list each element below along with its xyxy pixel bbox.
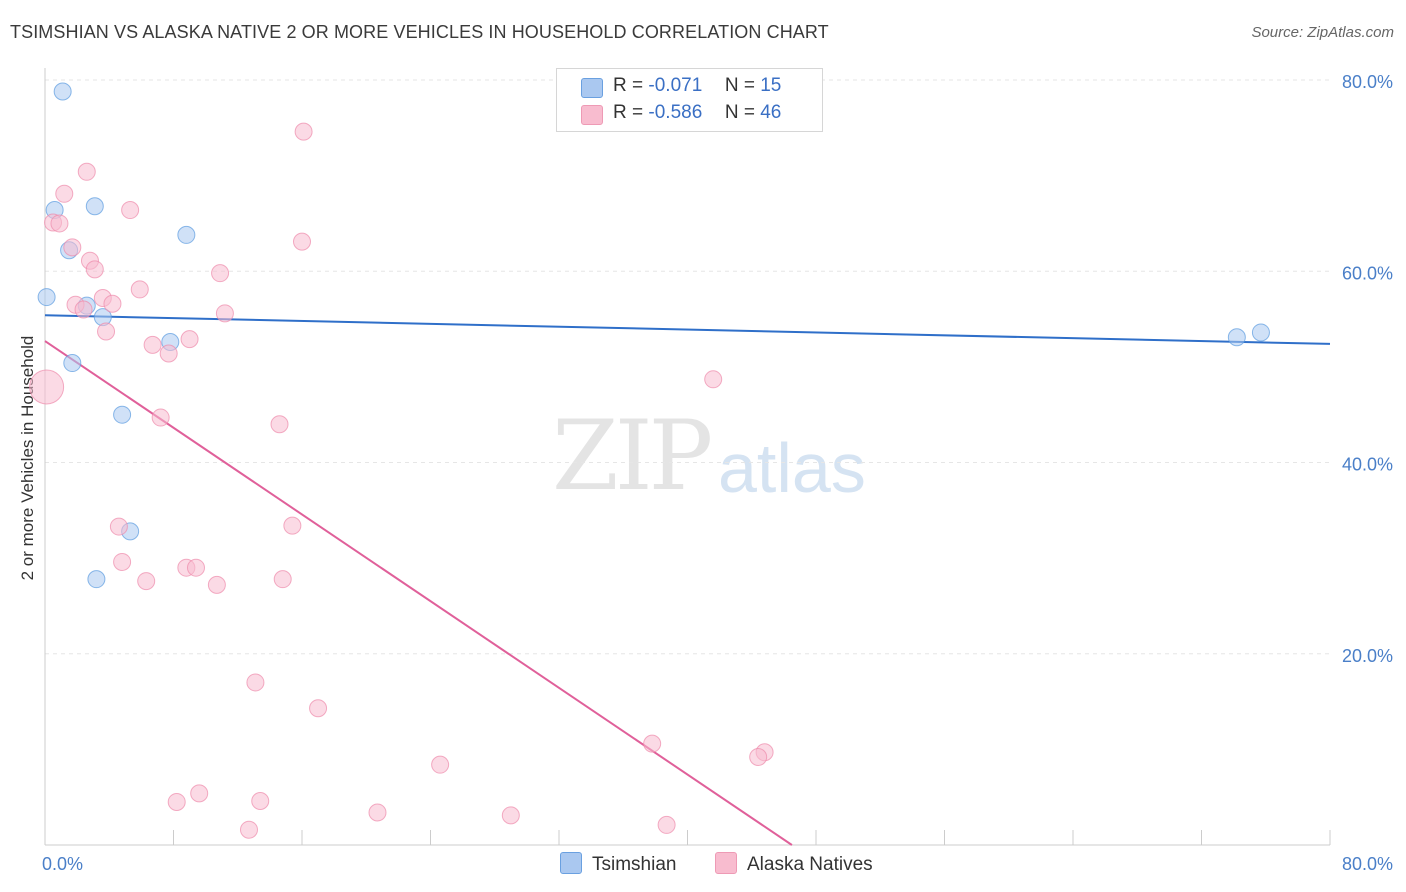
legend-n-label: N = [724,75,755,96]
alaska-natives-trend-line [44,340,793,846]
legend-n-value: 46 [760,102,782,123]
alaska-natives-point [180,330,199,349]
legend-n-value: 15 [760,75,782,96]
alaska-natives-point [50,214,69,233]
y-tick-label: 60.0% [1342,263,1393,283]
tsimshian-point [1251,323,1270,342]
alaska-natives-point [704,370,723,389]
tsimshian-point [177,225,196,244]
alaska-natives-point [137,572,156,591]
alaska-natives-point [55,184,74,203]
alaska-natives-point [77,162,96,181]
alaska-natives-point [143,335,162,354]
legend-row-alaska-natives: R = -0.586 N = 46 [613,102,781,124]
alaska-natives-point [215,304,234,323]
legend-r-label: R = [613,75,644,96]
legend-r-label: R = [613,102,644,123]
bottom-legend-alaska-natives: Alaska Natives [715,852,873,876]
alaska-natives-point [294,122,313,141]
alaska-natives-point [29,369,65,405]
x-tick-label: 0.0% [42,854,83,874]
alaska-natives-point [207,575,226,594]
bottom-legend-swatch-tsimshian [560,852,582,874]
correlation-legend: R = -0.071 N = 15 R = -0.586 N = 46 [556,68,823,132]
alaska-natives-point [103,294,122,313]
alaska-natives-point [159,344,178,363]
bottom-legend-tsimshian: Tsimshian [560,852,676,876]
alaska-natives-point [501,806,520,825]
alaska-natives-point [293,232,311,251]
alaska-natives-point [368,803,387,822]
alaska-natives-point [309,699,328,718]
tsimshian-point [87,570,106,589]
legend-r-value: -0.071 [648,75,703,96]
label-layer: 20.0% 40.0% 60.0% 80.0% 0.0% 80.0% [42,72,1393,874]
alaska-natives-point [239,820,258,839]
axis-layer [44,68,1331,846]
alaska-natives-point [85,260,104,279]
alaska-natives-point [130,280,149,299]
alaska-natives-point [74,300,93,319]
tsimshian-trend-line [44,314,1331,345]
alaska-natives-point [113,552,132,571]
alaska-natives-point [121,201,140,220]
alaska-natives-point [246,673,265,692]
bottom-legend-label: Alaska Natives [747,854,873,875]
alaska-natives-point [657,815,676,834]
alaska-natives-point [431,755,450,774]
alaska-natives-point [749,748,768,767]
y-tick-label: 40.0% [1342,455,1393,475]
alaska-natives-point [97,322,116,341]
point-layer [29,82,1270,839]
trend-layer [44,314,1331,846]
tsimshian-point [53,82,72,101]
y-tick-label: 80.0% [1342,72,1393,92]
grid-layer [45,79,1330,655]
legend-r-value: -0.586 [648,102,703,123]
tsimshian-point [1227,328,1246,347]
alaska-natives-point [283,516,302,535]
y-tick-label: 20.0% [1342,646,1393,666]
chart-source: Source: ZipAtlas.com [1251,24,1394,41]
legend-swatch-tsimshian [581,78,603,98]
x-tick-label: 80.0% [1342,854,1393,874]
tsimshian-point [63,354,82,373]
alaska-natives-point [109,517,128,536]
alaska-natives-point [186,558,205,577]
legend-swatch-alaska-natives [581,105,603,125]
alaska-natives-point [190,784,209,803]
alaska-natives-point [167,792,186,811]
alaska-natives-point [211,264,230,283]
watermark-zip: ZIP [552,400,713,512]
alaska-natives-point [270,415,289,434]
tsimshian-point [37,288,56,307]
legend-n-label: N = [724,102,755,123]
bottom-legend-label: Tsimshian [592,854,677,875]
watermark-atlas: atlas [718,429,866,507]
alaska-natives-point [63,238,82,257]
tsimshian-point [113,405,132,424]
chart-title: TSIMSHIAN VS ALASKA NATIVE 2 OR MORE VEH… [10,22,829,42]
alaska-natives-point [251,792,270,811]
legend-row-tsimshian: R = -0.071 N = 15 [613,75,781,97]
alaska-natives-point [273,570,292,589]
alaska-natives-point [151,408,170,427]
tsimshian-point [85,197,104,216]
alaska-natives-point [643,734,662,753]
bottom-legend-swatch-alaska-natives [715,852,737,874]
